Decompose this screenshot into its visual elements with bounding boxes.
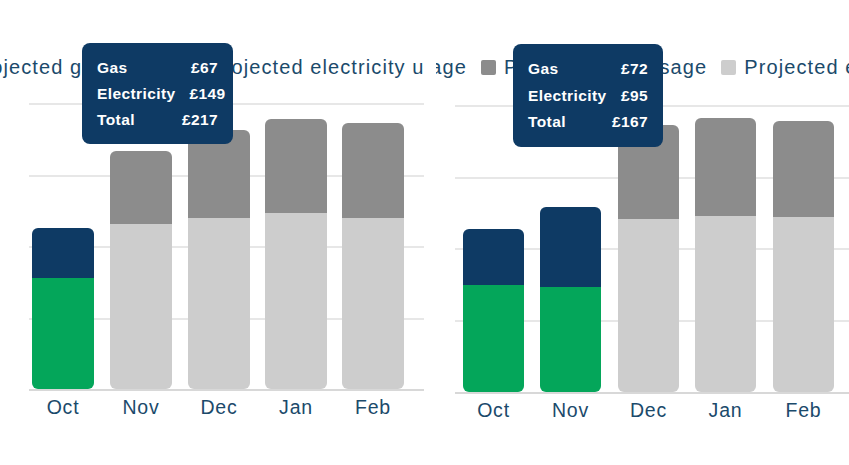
- x-axis-label-dec: Dec: [607, 399, 691, 422]
- x-axis-label-nov: Nov: [529, 399, 613, 422]
- projected-electricity-segment: [618, 219, 679, 392]
- tooltip-value: £67: [191, 55, 218, 81]
- bar-jan-projected[interactable]: [695, 118, 756, 392]
- projected-electricity-segment: [773, 217, 834, 392]
- gas-segment: [32, 228, 94, 278]
- tooltip-value: £95: [621, 83, 648, 109]
- tooltip-value: £217: [182, 107, 218, 133]
- tooltip-label: Electricity: [528, 83, 607, 109]
- tooltip-label: Total: [97, 107, 135, 133]
- gas-segment: [463, 229, 524, 284]
- projected-electricity-segment: [188, 218, 250, 389]
- legend-swatch-projected-electricity-usage: [721, 60, 736, 75]
- x-axis-label-oct: Oct: [21, 396, 105, 419]
- gas-segment: [540, 207, 601, 287]
- legend-label: Projected electricity usage: [744, 56, 849, 79]
- legend-item-projected-electricity-usage: Projected electricity usage: [721, 56, 849, 79]
- projected-electricity-segment: [695, 216, 756, 392]
- bar-feb-projected[interactable]: [342, 123, 404, 389]
- projected-gas-segment: [265, 119, 327, 214]
- x-axis-label-oct: Oct: [452, 399, 536, 422]
- electricity-segment: [463, 285, 524, 392]
- bar-jan-projected[interactable]: [265, 119, 327, 389]
- tooltip-row: Gas £72: [528, 56, 648, 82]
- tooltip-value: £167: [612, 109, 648, 135]
- x-axis-label-nov: Nov: [99, 396, 183, 419]
- bar-dec-projected[interactable]: [188, 130, 250, 389]
- bar-feb-projected[interactable]: [773, 121, 834, 392]
- energy-cost-charts: Gas usageElectricity usageProjected gas …: [0, 0, 849, 465]
- tooltip-row: Total £167: [528, 109, 648, 135]
- tooltip-label: Gas: [528, 56, 559, 82]
- x-axis-label-feb: Feb: [331, 396, 415, 419]
- tooltip: Gas £67 Electricity £149 Total £217: [82, 43, 233, 144]
- tooltip-label: Gas: [97, 55, 128, 81]
- projected-gas-segment: [695, 118, 756, 216]
- x-axis-label-jan: Jan: [254, 396, 338, 419]
- projected-gas-segment: [110, 151, 172, 224]
- bar-oct-actual[interactable]: [463, 229, 524, 392]
- legend-label: Projected electricity usage: [209, 56, 424, 79]
- tooltip-row: Electricity £95: [528, 83, 648, 109]
- legend-label: Electricity usage: [436, 56, 467, 79]
- x-axis-line: [455, 392, 849, 394]
- projected-gas-segment: [342, 123, 404, 218]
- tooltip-label: Total: [528, 109, 566, 135]
- projected-electricity-segment: [110, 224, 172, 389]
- tooltip-label: Electricity: [97, 81, 176, 107]
- tooltip-value: £149: [190, 81, 226, 107]
- tooltip-row: Electricity £149: [97, 81, 218, 107]
- bar-nov-projected[interactable]: [110, 151, 172, 389]
- tooltip-row: Total £217: [97, 107, 218, 133]
- x-axis-label-feb: Feb: [762, 399, 846, 422]
- bar-dec-projected[interactable]: [618, 125, 679, 392]
- electricity-segment: [540, 287, 601, 392]
- electricity-segment: [32, 278, 94, 389]
- bar-oct-actual[interactable]: [32, 228, 94, 389]
- tooltip: Gas £72 Electricity £95 Total £167: [513, 44, 663, 147]
- usage-chart-right: Gas usageElectricity usageProjected gas …: [436, 0, 849, 465]
- legend-swatch-projected-gas-usage: [481, 60, 496, 75]
- tooltip-value: £72: [621, 56, 648, 82]
- bar-nov-actual[interactable]: [540, 207, 601, 392]
- x-axis-label-dec: Dec: [177, 396, 261, 419]
- usage-chart-left: Gas usageElectricity usageProjected gas …: [0, 0, 424, 465]
- projected-electricity-segment: [265, 213, 327, 389]
- projected-electricity-segment: [342, 218, 404, 389]
- legend-item-electricity-usage: Electricity usage: [436, 56, 467, 79]
- tooltip-row: Gas £67: [97, 55, 218, 81]
- x-axis-label-jan: Jan: [684, 399, 768, 422]
- projected-gas-segment: [773, 121, 834, 217]
- x-axis-line: [29, 389, 424, 391]
